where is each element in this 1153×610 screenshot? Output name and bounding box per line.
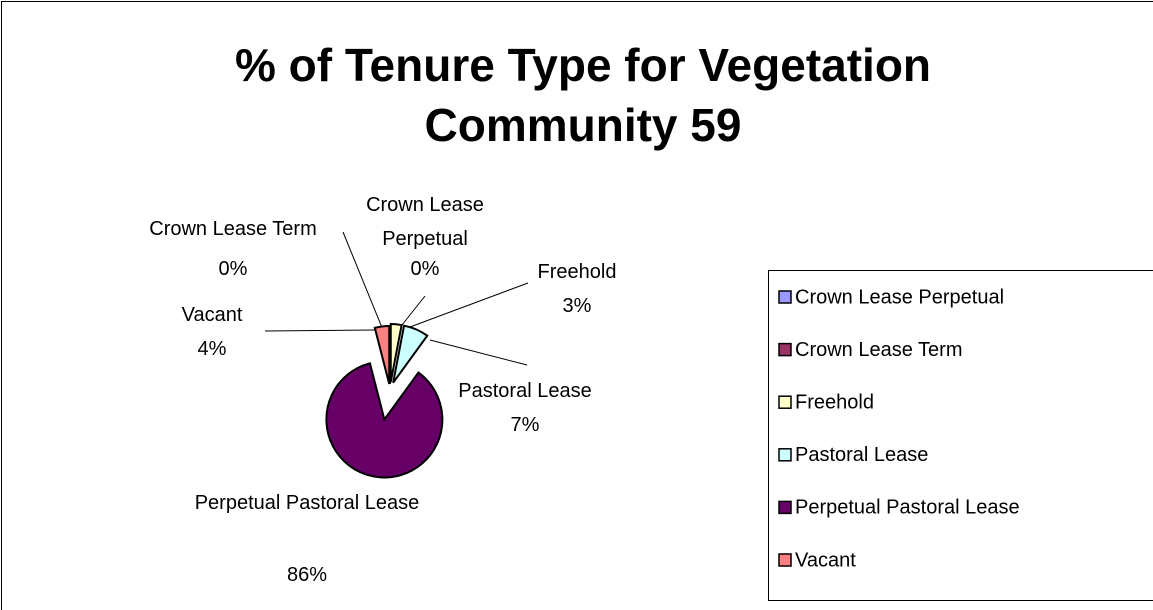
legend-swatch [778,553,792,567]
slice-label: Freehold [537,261,617,283]
leader-line [342,231,384,331]
chart-title: % of Tenure Type for Vegetation Communit… [234,39,932,151]
legend-label: Vacant [795,549,856,571]
legend-swatch [778,342,792,357]
slice-value-label: 4% [197,338,227,360]
legend-label: Perpetual Pastoral Lease [795,497,1020,519]
legend-swatch [778,500,792,515]
leader-line [429,339,528,366]
slice-label: Crown Lease Term [149,218,317,240]
slice-label: Crown Lease Perpetual [366,194,484,250]
slice-value-label: 7% [510,414,540,436]
leader-line [409,282,529,328]
slice-value-label: 0% [218,258,248,280]
slice-label: Pastoral Lease [458,380,592,402]
legend-box [768,270,1153,601]
pie-slice [389,323,403,383]
slice-value-label: 0% [410,258,440,280]
leader-lines [264,231,529,366]
pie-slice [373,325,391,385]
legend-label: Freehold [795,391,874,413]
slice-label: Vacant [181,304,243,326]
slice-value-label: 86% [286,564,328,586]
pie-slice [392,324,429,384]
leader-line [264,329,376,332]
slice-label: Perpetual Pastoral Lease [194,492,420,514]
slice-value-label: 3% [562,295,592,317]
legend-swatch [778,395,792,409]
legend-swatch [778,290,792,304]
pie-slice [325,362,444,479]
legend-label: Crown Lease Term [795,339,962,361]
legend-label: Pastoral Lease [795,444,928,466]
legend-label: Crown Lease Perpetual [795,286,1004,308]
legend-swatch [778,448,792,462]
